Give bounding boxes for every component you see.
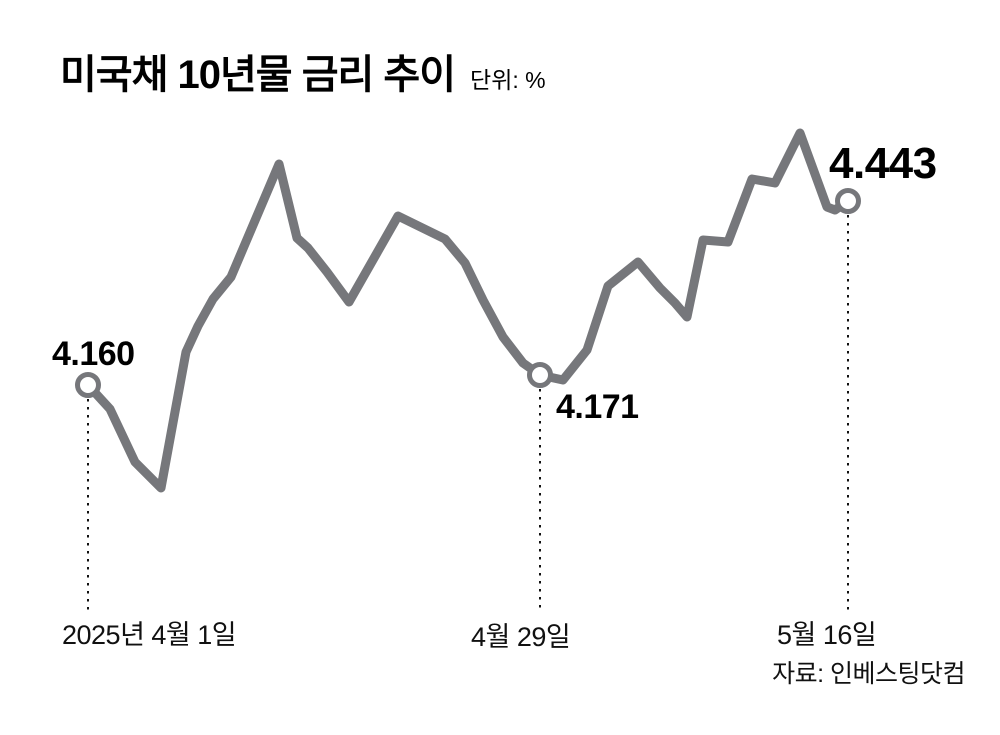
x-label-start: 2025년 4월 1일 xyxy=(62,620,237,650)
data-point-marker xyxy=(75,372,101,398)
x-label-mid: 4월 29일 xyxy=(471,622,571,652)
unit-label: 단위: % xyxy=(470,67,546,93)
value-label-end: 4.443 xyxy=(829,139,937,188)
value-label-mid: 4.171 xyxy=(556,388,639,426)
data-point-marker xyxy=(835,188,861,214)
chart-header: 미국채 10년물 금리 추이 단위: % xyxy=(60,52,546,98)
chart-title: 미국채 10년물 금리 추이 xyxy=(60,53,456,97)
x-label-end: 5월 16일 xyxy=(777,620,877,650)
trend-line xyxy=(83,128,853,493)
data-point-marker xyxy=(527,362,553,388)
source-credit: 자료: 인베스팅닷컴 xyxy=(772,660,965,688)
value-label-start: 4.160 xyxy=(52,335,135,373)
